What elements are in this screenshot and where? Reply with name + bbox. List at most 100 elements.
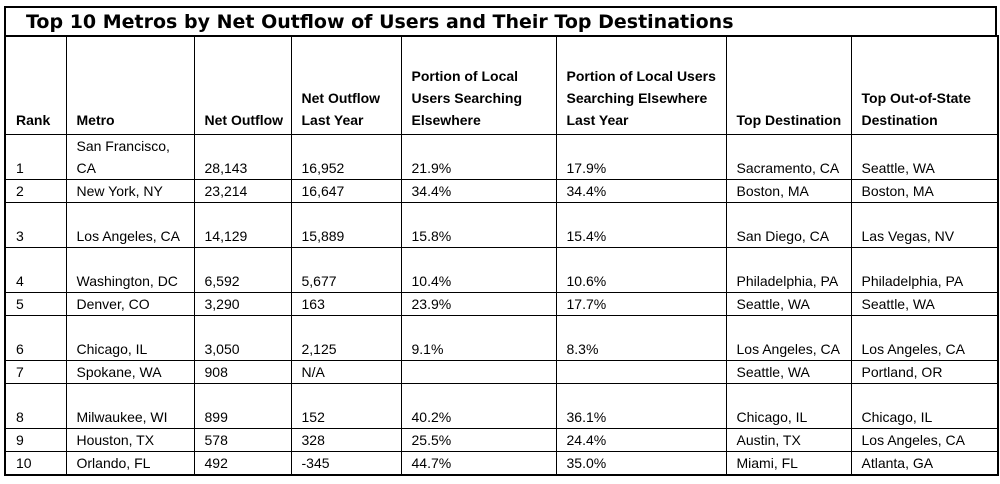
cell-top-out-of-state: Atlanta, GA	[850, 451, 999, 476]
cell-portion-last-year: 8.3%	[555, 315, 727, 361]
cell-portion-last-year	[555, 360, 727, 384]
cell-rank: 9	[4, 428, 67, 452]
cell-net-outflow-last-year: 15,889	[290, 202, 402, 248]
cell-portion-last-year: 17.9%	[555, 134, 727, 180]
cell-portion-last-year: 17.7%	[555, 292, 727, 316]
cell-rank: 10	[4, 451, 67, 476]
cell-metro: Houston, TX	[65, 428, 195, 452]
table-row: 6 Chicago, IL 3,050 2,125 9.1% 8.3% Los …	[4, 315, 999, 361]
cell-top-destination: Chicago, IL	[725, 383, 852, 429]
cell-net-outflow: 899	[193, 383, 292, 429]
cell-top-out-of-state: Seattle, WA	[850, 134, 999, 180]
cell-rank: 7	[4, 360, 67, 384]
cell-top-destination: San Diego, CA	[725, 202, 852, 248]
cell-net-outflow: 3,050	[193, 315, 292, 361]
cell-portion-last-year: 24.4%	[555, 428, 727, 452]
cell-metro: Chicago, IL	[65, 315, 195, 361]
cell-net-outflow-last-year: 328	[290, 428, 402, 452]
cell-top-destination: Los Angeles, CA	[725, 315, 852, 361]
cell-metro: San Francisco, CA	[65, 134, 195, 180]
table-title: Top 10 Metros by Net Outflow of Users an…	[4, 6, 997, 35]
cell-net-outflow-last-year: 5,677	[290, 247, 402, 293]
header-net-outflow: Net Outflow	[193, 35, 292, 135]
cell-top-out-of-state: Chicago, IL	[850, 383, 999, 429]
cell-rank: 4	[4, 247, 67, 293]
cell-portion: 44.7%	[400, 451, 557, 476]
cell-net-outflow-last-year: -345	[290, 451, 402, 476]
cell-net-outflow: 28,143	[193, 134, 292, 180]
cell-net-outflow: 492	[193, 451, 292, 476]
header-portion-searching-elsewhere: Portion of Local Users Searching Elsewhe…	[400, 35, 557, 135]
cell-metro: Denver, CO	[65, 292, 195, 316]
cell-portion-last-year: 34.4%	[555, 179, 727, 203]
cell-portion: 25.5%	[400, 428, 557, 452]
table-row: 10 Orlando, FL 492 -345 44.7% 35.0% Miam…	[4, 451, 999, 476]
cell-portion-last-year: 15.4%	[555, 202, 727, 248]
table-row: 1 San Francisco, CA 28,143 16,952 21.9% …	[4, 134, 999, 180]
header-rank: Rank	[4, 35, 67, 135]
table-row: 3 Los Angeles, CA 14,129 15,889 15.8% 15…	[4, 202, 999, 248]
table-row: 2 New York, NY 23,214 16,647 34.4% 34.4%…	[4, 179, 999, 203]
cell-top-out-of-state: Los Angeles, CA	[850, 428, 999, 452]
header-top-out-of-state-destination: Top Out-of-State Destination	[850, 35, 999, 135]
cell-portion-last-year: 10.6%	[555, 247, 727, 293]
metro-outflow-table: Rank Metro Net Outflow Net Outflow Last …	[4, 35, 999, 476]
cell-top-destination: Seattle, WA	[725, 292, 852, 316]
cell-portion: 15.8%	[400, 202, 557, 248]
header-top-destination: Top Destination	[725, 35, 852, 135]
table-figure: Top 10 Metros by Net Outflow of Users an…	[4, 6, 999, 476]
cell-rank: 8	[4, 383, 67, 429]
cell-top-destination: Miami, FL	[725, 451, 852, 476]
cell-net-outflow: 578	[193, 428, 292, 452]
cell-top-out-of-state: Las Vegas, NV	[850, 202, 999, 248]
cell-metro: New York, NY	[65, 179, 195, 203]
cell-top-destination: Boston, MA	[725, 179, 852, 203]
cell-net-outflow-last-year: 152	[290, 383, 402, 429]
header-metro: Metro	[65, 35, 195, 135]
table-row: 4 Washington, DC 6,592 5,677 10.4% 10.6%…	[4, 247, 999, 293]
cell-top-destination: Austin, TX	[725, 428, 852, 452]
cell-rank: 6	[4, 315, 67, 361]
cell-top-destination: Philadelphia, PA	[725, 247, 852, 293]
header-row: Rank Metro Net Outflow Net Outflow Last …	[4, 35, 999, 135]
cell-top-out-of-state: Los Angeles, CA	[850, 315, 999, 361]
cell-metro: Milwaukee, WI	[65, 383, 195, 429]
cell-rank: 1	[4, 134, 67, 180]
cell-top-out-of-state: Boston, MA	[850, 179, 999, 203]
cell-net-outflow-last-year: 16,952	[290, 134, 402, 180]
table-row: 7 Spokane, WA 908 N/A Seattle, WA Portla…	[4, 360, 999, 384]
header-net-outflow-last-year: Net Outflow Last Year	[290, 35, 402, 135]
cell-net-outflow: 3,290	[193, 292, 292, 316]
cell-portion	[400, 360, 557, 384]
cell-metro: Los Angeles, CA	[65, 202, 195, 248]
cell-top-destination: Sacramento, CA	[725, 134, 852, 180]
cell-net-outflow: 908	[193, 360, 292, 384]
cell-net-outflow-last-year: 163	[290, 292, 402, 316]
cell-net-outflow: 6,592	[193, 247, 292, 293]
cell-portion-last-year: 35.0%	[555, 451, 727, 476]
cell-portion: 34.4%	[400, 179, 557, 203]
cell-top-out-of-state: Seattle, WA	[850, 292, 999, 316]
cell-net-outflow-last-year: N/A	[290, 360, 402, 384]
cell-rank: 2	[4, 179, 67, 203]
cell-metro: Washington, DC	[65, 247, 195, 293]
cell-rank: 3	[4, 202, 67, 248]
cell-top-out-of-state: Portland, OR	[850, 360, 999, 384]
cell-net-outflow: 23,214	[193, 179, 292, 203]
cell-portion: 9.1%	[400, 315, 557, 361]
cell-rank: 5	[4, 292, 67, 316]
cell-portion: 21.9%	[400, 134, 557, 180]
cell-net-outflow-last-year: 16,647	[290, 179, 402, 203]
cell-metro: Orlando, FL	[65, 451, 195, 476]
table-row: 8 Milwaukee, WI 899 152 40.2% 36.1% Chic…	[4, 383, 999, 429]
cell-metro: Spokane, WA	[65, 360, 195, 384]
cell-top-out-of-state: Philadelphia, PA	[850, 247, 999, 293]
table-row: 5 Denver, CO 3,290 163 23.9% 17.7% Seatt…	[4, 292, 999, 316]
cell-portion: 23.9%	[400, 292, 557, 316]
cell-net-outflow-last-year: 2,125	[290, 315, 402, 361]
cell-portion: 40.2%	[400, 383, 557, 429]
table-row: 9 Houston, TX 578 328 25.5% 24.4% Austin…	[4, 428, 999, 452]
cell-top-destination: Seattle, WA	[725, 360, 852, 384]
cell-net-outflow: 14,129	[193, 202, 292, 248]
cell-portion: 10.4%	[400, 247, 557, 293]
